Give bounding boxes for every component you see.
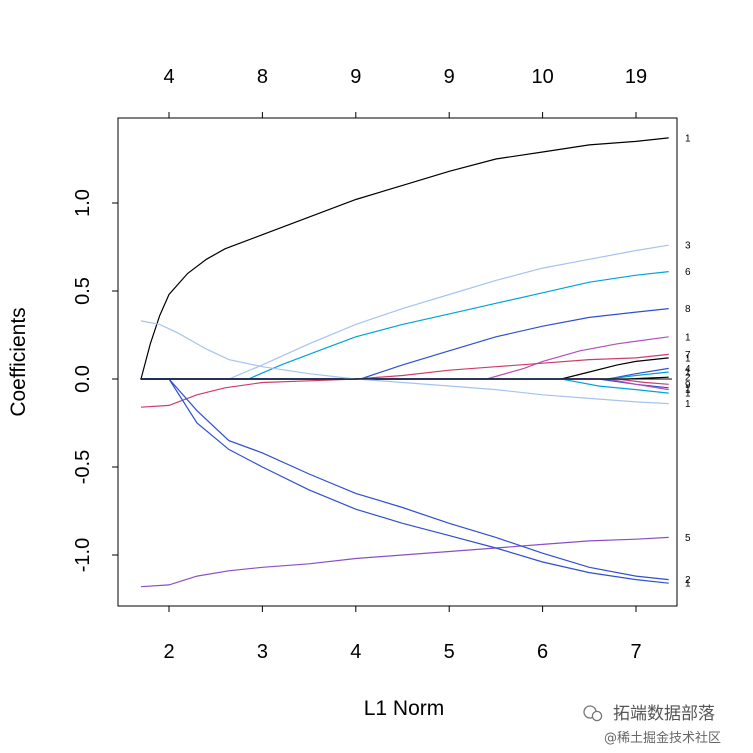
x-tick-label: 7	[630, 641, 641, 663]
coefficient-path-14	[141, 378, 669, 394]
top-axis: 4 8 9 9 10 19	[163, 66, 647, 118]
series-end-label: 7	[685, 350, 691, 361]
series-end-label: 2	[685, 373, 691, 384]
series-end-label: 5	[685, 533, 691, 544]
top-tick-label: 10	[531, 66, 553, 88]
top-tick-label: 9	[350, 66, 361, 88]
coefficient-path-17	[141, 378, 669, 581]
coefficient-path-6	[140, 353, 669, 408]
series-end-label: 1	[685, 133, 691, 144]
top-tick-label: 4	[163, 66, 174, 88]
x-tick-label: 2	[163, 641, 174, 663]
top-tick-label: 19	[625, 66, 647, 88]
series-layer	[140, 137, 669, 588]
coefficient-path-18	[141, 378, 669, 584]
series-end-label: 1	[685, 389, 691, 400]
left-axis: -1.0 -0.5 0.0 0.5 1.0	[72, 189, 118, 572]
series-end-label: 1	[685, 383, 691, 394]
y-tick-label: 0.0	[72, 365, 94, 393]
y-tick-label: -1.0	[72, 538, 94, 572]
x-tick-label: 5	[444, 641, 455, 663]
y-tick-label: 1.0	[72, 189, 94, 217]
watermark-line2: @稀土掘金技术社区	[604, 730, 721, 746]
coefficient-path-1	[140, 137, 669, 380]
coefficient-path-16	[140, 536, 669, 588]
y-tick-label: -0.5	[72, 450, 94, 484]
series-end-label: 1	[685, 332, 691, 343]
series-end-label: 2	[685, 575, 691, 586]
series-end-label: 1	[685, 399, 691, 410]
x-tick-label: 3	[257, 641, 268, 663]
series-end-label: 9	[685, 380, 691, 391]
series-end-label: 1	[685, 579, 691, 590]
series-end-label: 1	[685, 353, 691, 364]
y-tick-label: 0.5	[72, 277, 94, 305]
coefficient-path-4	[141, 308, 669, 380]
series-end-label: 8	[685, 304, 691, 315]
x-axis-title: L1 Norm	[364, 697, 445, 720]
coefficient-path-5	[141, 336, 669, 380]
coefficient-path-11	[141, 378, 669, 385]
bottom-axis: 2 3 4 5 6 7	[163, 606, 642, 663]
coefficient-path-15	[140, 320, 669, 405]
watermark-line1: 拓端数据部落	[613, 704, 715, 724]
watermark: 拓端数据部落 @稀土掘金技术社区	[583, 704, 721, 746]
coefficient-path-2	[141, 244, 669, 380]
coefficient-path-12	[141, 378, 669, 389]
top-tick-label: 8	[257, 66, 268, 88]
series-end-label: 1	[685, 367, 691, 378]
x-tick-label: 6	[537, 641, 548, 663]
plot-area-frame	[117, 117, 678, 607]
y-axis-title: Coefficients	[7, 307, 30, 416]
coefficient-path-3	[141, 271, 669, 380]
x-tick-label: 4	[350, 641, 361, 663]
wechat-icon	[583, 705, 603, 722]
series-end-label: 4	[685, 364, 691, 375]
series-end-label: 1	[685, 385, 691, 396]
top-tick-label: 9	[444, 66, 455, 88]
series-end-label: 6	[685, 267, 691, 278]
coefficient-path-8	[141, 367, 669, 380]
series-end-label: 3	[685, 241, 691, 252]
